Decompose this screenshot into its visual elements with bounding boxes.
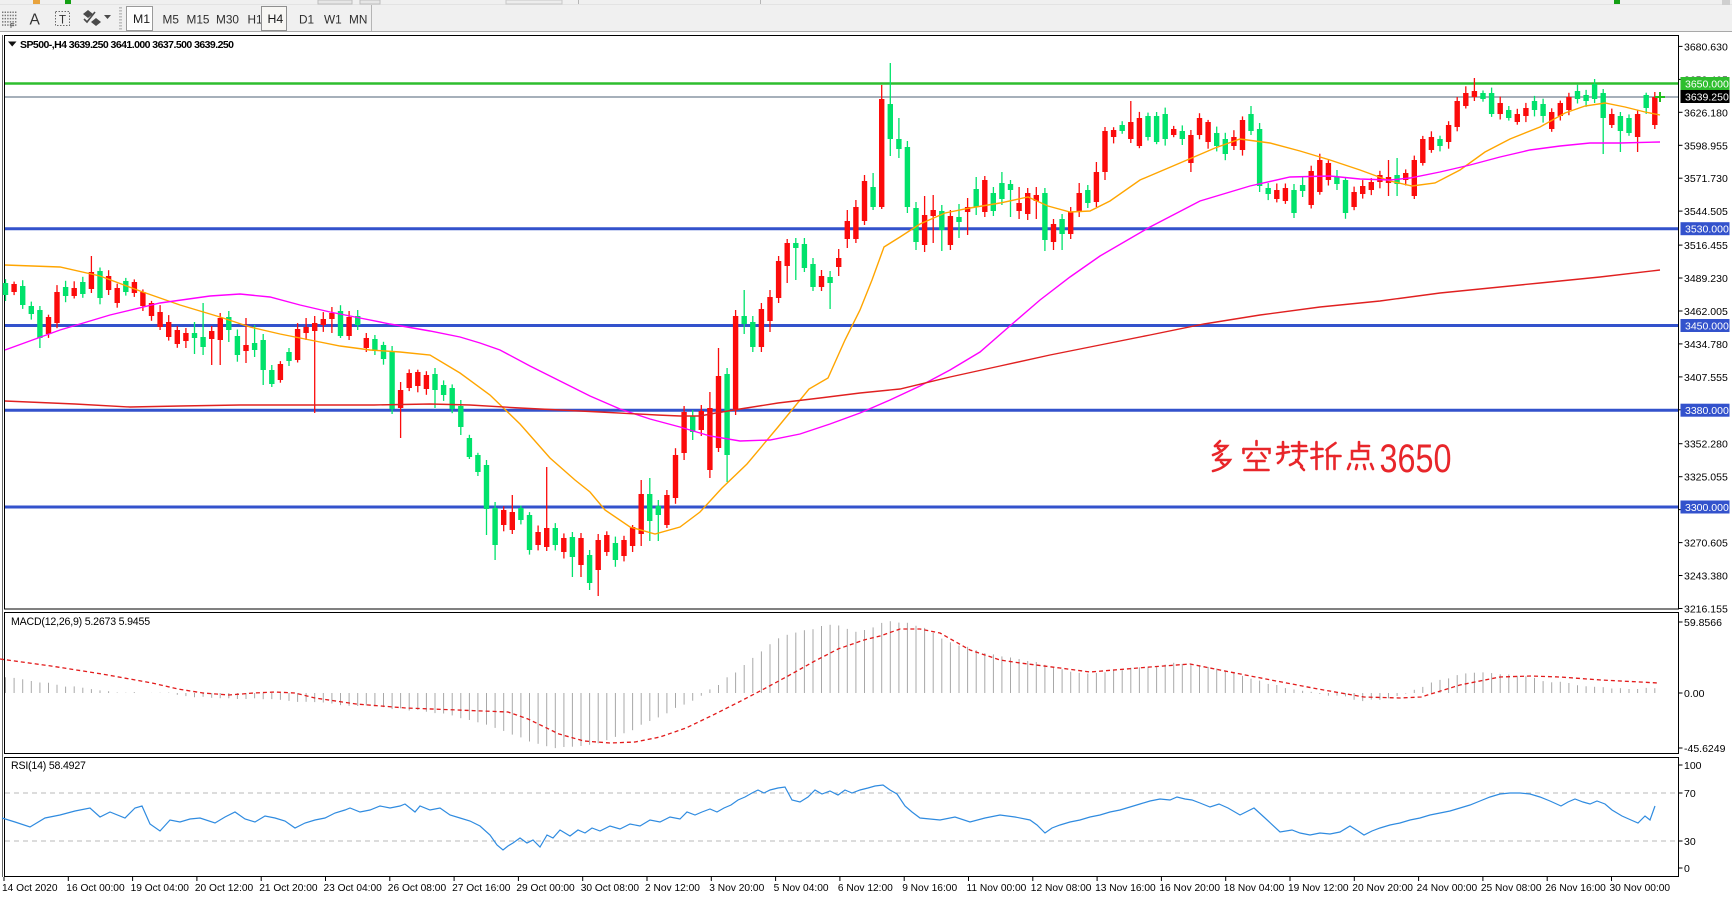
svg-text:13 Nov 16:00: 13 Nov 16:00 bbox=[1095, 883, 1156, 894]
svg-text:19 Oct 04:00: 19 Oct 04:00 bbox=[131, 883, 190, 894]
svg-text:3462.005: 3462.005 bbox=[1684, 306, 1728, 318]
svg-text:-45.6249: -45.6249 bbox=[1684, 743, 1726, 755]
svg-text:T: T bbox=[59, 15, 66, 27]
svg-text:0.00: 0.00 bbox=[1684, 688, 1705, 700]
svg-text:3 Nov 20:00: 3 Nov 20:00 bbox=[709, 883, 764, 894]
svg-text:3380.000: 3380.000 bbox=[1685, 405, 1729, 417]
svg-text:F: F bbox=[10, 21, 15, 30]
svg-text:3489.230: 3489.230 bbox=[1684, 273, 1728, 285]
svg-text:3300.000: 3300.000 bbox=[1685, 502, 1729, 514]
svg-text:12 Nov 08:00: 12 Nov 08:00 bbox=[1031, 883, 1092, 894]
svg-text:70: 70 bbox=[1684, 788, 1696, 800]
svg-text:16 Nov 20:00: 16 Nov 20:00 bbox=[1159, 883, 1220, 894]
svg-text:30 Oct 08:00: 30 Oct 08:00 bbox=[581, 883, 640, 894]
svg-text:3216.155: 3216.155 bbox=[1684, 604, 1728, 616]
svg-text:M5: M5 bbox=[163, 13, 180, 27]
svg-text:25 Nov 08:00: 25 Nov 08:00 bbox=[1481, 883, 1542, 894]
svg-text:3571.730: 3571.730 bbox=[1684, 173, 1728, 185]
svg-text:D1: D1 bbox=[299, 13, 314, 27]
svg-text:30 Nov 00:00: 30 Nov 00:00 bbox=[1610, 883, 1671, 894]
svg-text:3516.455: 3516.455 bbox=[1684, 240, 1728, 252]
svg-text:3650: 3650 bbox=[1380, 437, 1452, 481]
svg-text:24 Nov 00:00: 24 Nov 00:00 bbox=[1417, 883, 1478, 894]
svg-text:2 Nov 12:00: 2 Nov 12:00 bbox=[645, 883, 700, 894]
svg-text:3407.555: 3407.555 bbox=[1684, 372, 1728, 384]
svg-text:M30: M30 bbox=[216, 13, 239, 27]
svg-text:M15: M15 bbox=[187, 13, 210, 27]
svg-text:W1: W1 bbox=[324, 13, 342, 27]
svg-text:23 Oct 04:00: 23 Oct 04:00 bbox=[324, 883, 383, 894]
svg-text:3544.505: 3544.505 bbox=[1684, 206, 1728, 218]
svg-text:14 Oct 2020: 14 Oct 2020 bbox=[2, 883, 58, 894]
svg-text:26 Nov 16:00: 26 Nov 16:00 bbox=[1545, 883, 1606, 894]
svg-text:19 Nov 12:00: 19 Nov 12:00 bbox=[1288, 883, 1349, 894]
svg-text:30: 30 bbox=[1684, 836, 1696, 848]
svg-text:M1: M1 bbox=[133, 12, 150, 26]
svg-text:MACD(12,26,9) 5.2673 5.9455: MACD(12,26,9) 5.2673 5.9455 bbox=[11, 616, 150, 628]
svg-text:3270.605: 3270.605 bbox=[1684, 538, 1728, 550]
svg-text:29 Oct 00:00: 29 Oct 00:00 bbox=[516, 883, 575, 894]
svg-text:26 Oct 08:00: 26 Oct 08:00 bbox=[388, 883, 447, 894]
svg-text:A: A bbox=[30, 12, 41, 29]
svg-text:11 Nov 00:00: 11 Nov 00:00 bbox=[967, 883, 1027, 894]
svg-text:3650.000: 3650.000 bbox=[1685, 79, 1729, 91]
svg-text:RSI(14) 58.4927: RSI(14) 58.4927 bbox=[11, 760, 86, 772]
svg-text:3639.250: 3639.250 bbox=[1685, 92, 1729, 104]
svg-text:3626.180: 3626.180 bbox=[1684, 107, 1728, 119]
svg-text:6 Nov 12:00: 6 Nov 12:00 bbox=[838, 883, 893, 894]
svg-text:5 Nov 04:00: 5 Nov 04:00 bbox=[774, 883, 829, 894]
svg-text:3325.055: 3325.055 bbox=[1684, 472, 1728, 484]
svg-text:27 Oct 16:00: 27 Oct 16:00 bbox=[452, 883, 511, 894]
svg-text:100: 100 bbox=[1684, 760, 1702, 772]
svg-text:59.8566: 59.8566 bbox=[1684, 617, 1722, 629]
svg-text:0: 0 bbox=[1684, 863, 1690, 875]
svg-text:20 Nov 20:00: 20 Nov 20:00 bbox=[1352, 883, 1413, 894]
svg-text:3352.280: 3352.280 bbox=[1684, 439, 1728, 451]
svg-text:21 Oct 20:00: 21 Oct 20:00 bbox=[259, 883, 318, 894]
svg-text:3243.380: 3243.380 bbox=[1684, 571, 1728, 583]
svg-text:3598.955: 3598.955 bbox=[1684, 140, 1728, 152]
svg-text:18 Nov 04:00: 18 Nov 04:00 bbox=[1224, 883, 1285, 894]
svg-text:SP500-,H4 3639.250 3641.000 3: SP500-,H4 3639.250 3641.000 3637.500 363… bbox=[20, 39, 234, 51]
svg-text:3450.000: 3450.000 bbox=[1685, 321, 1729, 333]
svg-text:20 Oct 12:00: 20 Oct 12:00 bbox=[195, 883, 254, 894]
svg-text:16 Oct 00:00: 16 Oct 00:00 bbox=[66, 883, 125, 894]
svg-text:3434.780: 3434.780 bbox=[1684, 339, 1728, 351]
svg-text:3530.000: 3530.000 bbox=[1685, 224, 1729, 236]
svg-text:3680.630: 3680.630 bbox=[1684, 41, 1728, 53]
svg-text:MN: MN bbox=[349, 13, 367, 27]
svg-text:H4: H4 bbox=[268, 12, 284, 26]
svg-text:H1: H1 bbox=[248, 13, 263, 27]
svg-text:9 Nov 16:00: 9 Nov 16:00 bbox=[902, 883, 957, 894]
